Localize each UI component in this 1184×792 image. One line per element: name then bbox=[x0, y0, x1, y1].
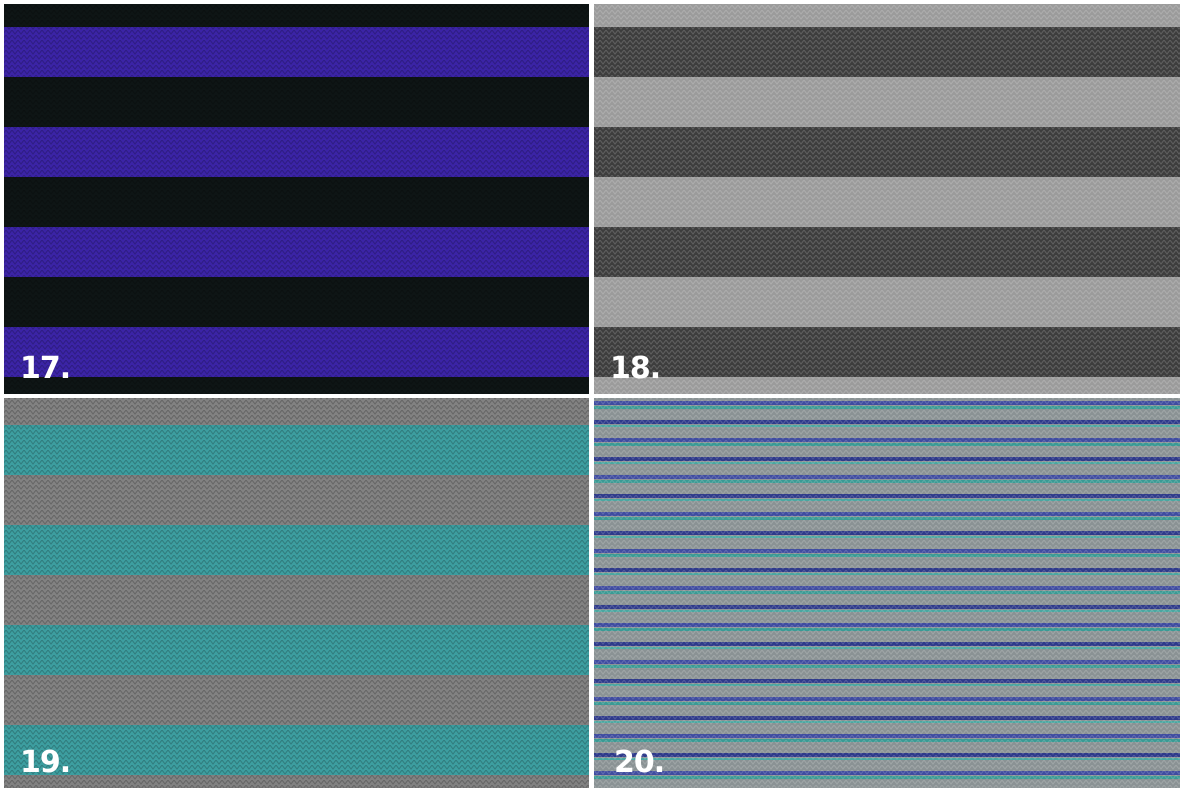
panel-label: 18. bbox=[610, 351, 660, 386]
panel-label: 20. bbox=[614, 745, 664, 780]
panel: 17. bbox=[4, 4, 589, 394]
panel-label: 19. bbox=[20, 745, 70, 780]
panel-label: 17. bbox=[20, 351, 70, 386]
panel: 20. bbox=[594, 398, 1180, 788]
panel: 19. bbox=[4, 398, 589, 788]
panel: 18. bbox=[594, 4, 1180, 394]
